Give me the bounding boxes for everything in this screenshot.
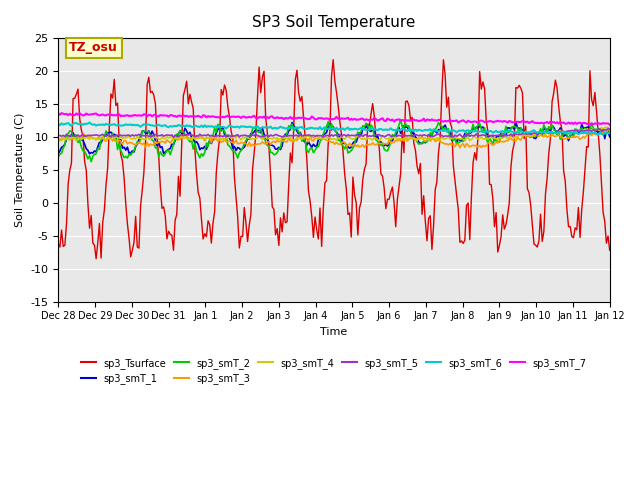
sp3_smT_4 [602, 124, 610, 130]
sp3_smT_3 [61, 133, 68, 139]
sp3_smT_2 [54, 154, 62, 160]
sp3_smT_5 [514, 132, 522, 137]
Line: sp3_smT_1: sp3_smT_1 [58, 122, 610, 154]
sp3_smT_7 [221, 114, 228, 120]
sp3_smT_6 [221, 124, 228, 130]
Line: sp3_smT_7: sp3_smT_7 [58, 113, 610, 125]
sp3_Tsurface [92, 256, 100, 262]
sp3_smT_7 [63, 111, 70, 117]
Line: sp3_smT_2: sp3_smT_2 [58, 120, 610, 162]
sp3_smT_1 [86, 151, 93, 156]
sp3_smT_2 [61, 142, 68, 148]
sp3_smT_5 [221, 133, 228, 139]
sp3_smT_6 [86, 120, 93, 125]
sp3_Tsurface [61, 242, 68, 248]
sp3_smT_1 [512, 120, 520, 125]
sp3_Tsurface [515, 83, 523, 88]
sp3_Tsurface [178, 140, 186, 146]
Line: sp3_smT_5: sp3_smT_5 [58, 129, 610, 137]
sp3_Tsurface [221, 82, 228, 88]
sp3_smT_3 [176, 136, 184, 142]
sp3_smT_3 [54, 136, 62, 142]
sp3_smT_2 [606, 128, 614, 133]
sp3_smT_6 [606, 131, 614, 136]
sp3_smT_2 [178, 129, 186, 135]
sp3_smT_5 [170, 134, 177, 140]
sp3_smT_6 [514, 129, 522, 134]
sp3_smT_7 [606, 122, 614, 128]
sp3_smT_3 [219, 139, 227, 145]
sp3_smT_4 [507, 133, 515, 139]
sp3_smT_6 [178, 123, 186, 129]
sp3_smT_2 [365, 128, 373, 134]
Title: SP3 Soil Temperature: SP3 Soil Temperature [252, 15, 415, 30]
sp3_smT_7 [54, 110, 62, 116]
sp3_Tsurface [509, 148, 516, 154]
sp3_Tsurface [330, 57, 337, 62]
sp3_smT_2 [221, 129, 228, 134]
sp3_smT_4 [514, 134, 522, 140]
sp3_smT_6 [507, 128, 515, 134]
sp3_smT_6 [61, 121, 68, 127]
sp3_smT_4 [54, 134, 62, 140]
sp3_smT_1 [606, 134, 614, 140]
sp3_smT_4 [364, 135, 372, 141]
sp3_smT_6 [365, 126, 373, 132]
sp3_smT_3 [456, 145, 464, 151]
Line: sp3_smT_6: sp3_smT_6 [58, 122, 610, 135]
sp3_Tsurface [606, 248, 614, 253]
Line: sp3_smT_4: sp3_smT_4 [58, 127, 610, 141]
sp3_smT_1 [221, 132, 228, 137]
sp3_smT_2 [87, 159, 95, 165]
sp3_smT_5 [61, 133, 68, 139]
sp3_smT_3 [514, 134, 522, 140]
sp3_smT_7 [178, 113, 186, 119]
sp3_smT_6 [54, 121, 62, 127]
sp3_smT_7 [58, 110, 65, 116]
sp3_smT_1 [178, 131, 186, 136]
sp3_smT_6 [595, 132, 602, 138]
sp3_smT_5 [54, 132, 62, 138]
sp3_smT_1 [365, 128, 373, 133]
sp3_smT_7 [365, 118, 373, 123]
X-axis label: Time: Time [321, 327, 348, 337]
sp3_smT_5 [365, 133, 373, 139]
sp3_smT_1 [61, 141, 68, 147]
sp3_smT_5 [604, 126, 612, 132]
sp3_smT_1 [507, 125, 515, 131]
sp3_smT_3 [507, 135, 515, 141]
sp3_smT_5 [178, 132, 186, 138]
sp3_smT_3 [606, 126, 614, 132]
sp3_smT_1 [515, 125, 523, 131]
sp3_smT_7 [514, 119, 522, 125]
sp3_smT_5 [507, 131, 515, 137]
sp3_Tsurface [367, 111, 375, 117]
Legend: sp3_Tsurface, sp3_smT_1, sp3_smT_2, sp3_smT_3, sp3_smT_4, sp3_smT_5, sp3_smT_6, : sp3_Tsurface, sp3_smT_1, sp3_smT_2, sp3_… [77, 354, 591, 388]
sp3_smT_2 [515, 130, 523, 136]
sp3_smT_7 [507, 119, 515, 124]
sp3_smT_4 [219, 135, 227, 141]
sp3_Tsurface [54, 241, 62, 247]
sp3_smT_4 [176, 134, 184, 140]
Line: sp3_Tsurface: sp3_Tsurface [58, 60, 610, 259]
sp3_smT_1 [54, 151, 62, 156]
sp3_smT_4 [461, 138, 468, 144]
sp3_smT_2 [397, 117, 404, 122]
sp3_smT_4 [606, 126, 614, 132]
Text: TZ_osu: TZ_osu [69, 41, 118, 54]
sp3_smT_3 [364, 142, 372, 148]
sp3_smT_2 [509, 124, 516, 130]
Y-axis label: Soil Temperature (C): Soil Temperature (C) [15, 113, 25, 227]
sp3_smT_5 [606, 126, 614, 132]
Line: sp3_smT_3: sp3_smT_3 [58, 129, 610, 148]
sp3_smT_4 [61, 137, 68, 143]
